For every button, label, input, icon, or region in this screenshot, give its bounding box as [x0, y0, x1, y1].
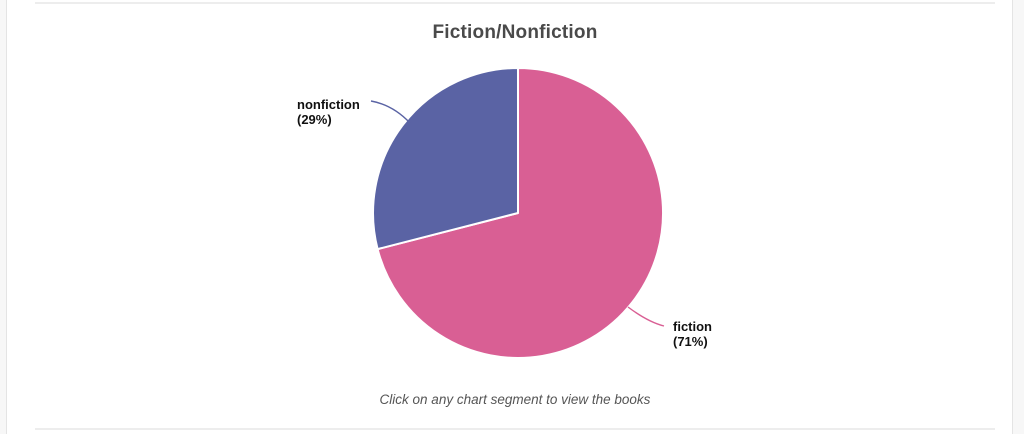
pie-slice-fiction[interactable]	[376, 67, 665, 359]
chart-title: Fiction/Nonfiction	[432, 22, 598, 43]
leader-line-nonfiction	[370, 100, 411, 124]
slice-callout-nonfiction: nonfiction (29%)	[297, 97, 360, 127]
content-panel: Fiction/Nonfiction nonfiction (29%) fict…	[6, 0, 1013, 434]
leader-line-fiction	[627, 306, 665, 327]
pie-slice-nonfiction[interactable]	[372, 67, 519, 251]
chart-caption: Click on any chart segment to view the b…	[379, 392, 651, 407]
card-bottom-divider	[35, 428, 995, 430]
slice-label: nonfiction	[297, 97, 360, 112]
pie-chart	[370, 67, 665, 359]
slice-label: fiction	[673, 319, 712, 334]
slice-percent: (71%)	[673, 334, 708, 349]
card-top-divider	[35, 2, 995, 4]
slice-percent: (29%)	[297, 112, 332, 127]
slice-callout-fiction: fiction (71%)	[673, 319, 712, 349]
